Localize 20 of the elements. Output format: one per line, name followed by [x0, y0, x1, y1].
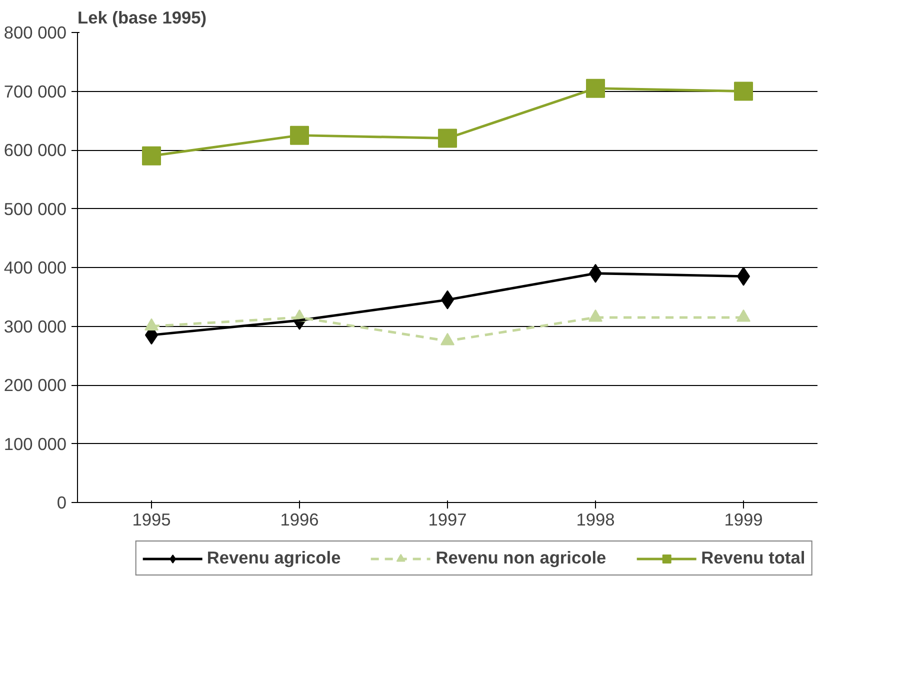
y-tick-label: 800 000	[4, 22, 67, 42]
y-tick-label: 0	[56, 492, 67, 512]
legend-label: Revenu agricole	[206, 548, 341, 568]
y-tick-label: 600 000	[4, 140, 67, 160]
point	[142, 146, 161, 166]
y-tick-label: 400 000	[4, 258, 67, 278]
y-tick-label: 100 000	[4, 434, 67, 454]
y-tick-label: 700 000	[4, 81, 67, 102]
x-tick-label: 1995	[132, 510, 171, 530]
y-tick-label: 500 000	[4, 198, 67, 219]
x-tick-label: 1996	[280, 510, 319, 530]
x-tick-label: 1998	[576, 510, 615, 530]
y-tick-label: 200 000	[4, 375, 67, 395]
legend-label: Revenu non agricole	[436, 548, 606, 568]
y-tick-label: 300 000	[4, 316, 67, 336]
point	[734, 82, 753, 101]
x-tick-label: 1997	[428, 510, 467, 530]
x-tick-label: 1999	[724, 510, 763, 530]
legend-label: Revenu total	[701, 548, 806, 568]
y-axis-title: Lek (base 1995)	[78, 8, 207, 28]
